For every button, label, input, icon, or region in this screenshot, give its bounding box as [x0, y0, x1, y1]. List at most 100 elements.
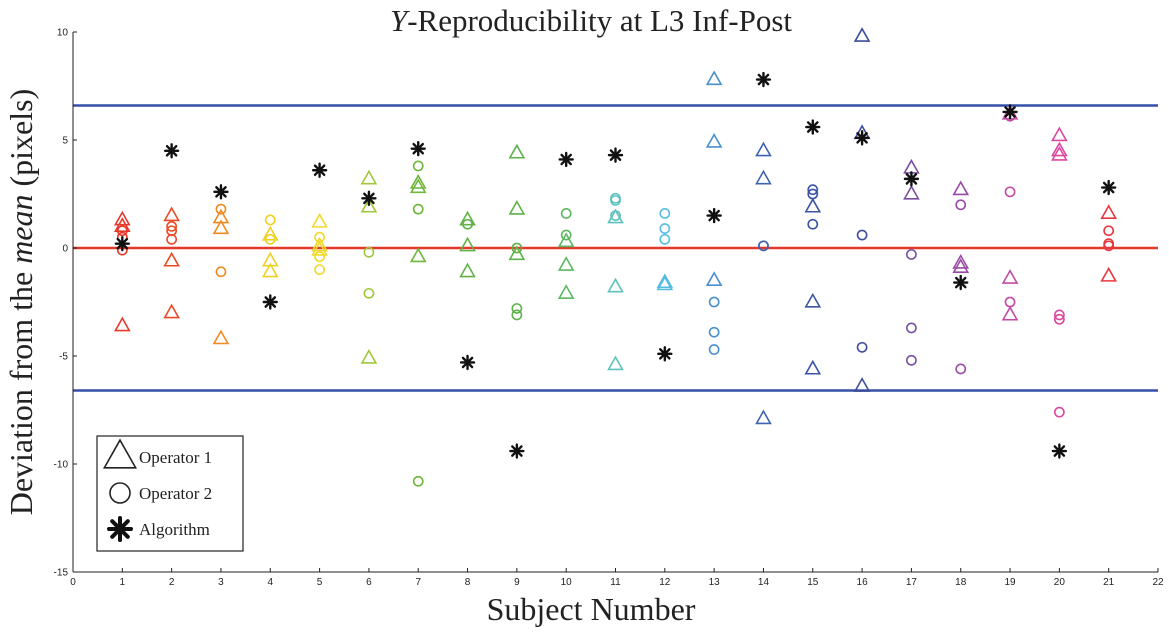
algorithm-point — [558, 151, 574, 168]
operator-1-point — [656, 273, 674, 289]
x-tick-label: 16 — [857, 577, 869, 588]
operator-1-point — [705, 133, 723, 148]
chart-title-italic: Y — [390, 3, 410, 38]
operator-1-point — [1001, 305, 1019, 321]
x-tick-label: 18 — [955, 577, 967, 588]
operator-2-point — [363, 246, 375, 258]
operator-1-point — [804, 292, 822, 308]
operator-2-point — [955, 199, 967, 211]
asterisk-core — [1057, 448, 1062, 454]
series-operator-1 — [113, 27, 1118, 425]
legend-label: Algorithm — [139, 520, 210, 539]
operator-1-point — [459, 262, 476, 278]
operator-2-point — [708, 344, 720, 355]
operator-1-point — [853, 27, 871, 42]
operator-2-point — [1004, 296, 1016, 308]
operator-2-point — [807, 188, 819, 200]
y-tick-label: 10 — [57, 28, 69, 39]
x-axis-label: Subject Number — [487, 591, 696, 627]
asterisk-core — [267, 299, 273, 305]
operator-2-point — [363, 287, 375, 299]
legend-triangle-icon — [102, 438, 138, 469]
operator-2-point — [511, 309, 523, 321]
x-tick-label: 12 — [659, 577, 671, 588]
y-axis-label-pre: Deviation from the — [3, 264, 39, 515]
algorithm-point — [361, 190, 377, 207]
operator-2-point — [659, 208, 671, 219]
operator-1-point — [656, 275, 674, 291]
operator-2-point — [166, 233, 178, 245]
asterisk-core — [662, 351, 668, 357]
operator-2-point — [1004, 186, 1016, 198]
algorithm-point — [1051, 443, 1068, 459]
operator-1-point — [607, 208, 624, 224]
asterisk-core — [761, 77, 766, 82]
operator-1-point — [163, 206, 180, 222]
algorithm-point — [805, 119, 821, 135]
chart-title: Y-Reproducibility at L3 Inf-Post — [390, 3, 792, 38]
x-tick-label: 0 — [70, 577, 76, 588]
asterisk-core — [218, 189, 224, 195]
y-tick-label: 5 — [62, 136, 68, 147]
legend-asterisk-icon — [107, 516, 133, 542]
operator-2-point — [906, 249, 917, 260]
x-tick-label: 7 — [415, 577, 421, 588]
operator-1-point — [952, 180, 970, 196]
operator-2-point — [412, 160, 424, 172]
operator-2-point — [1053, 406, 1065, 418]
asterisk-core — [366, 196, 372, 201]
x-tick-label: 17 — [906, 577, 918, 588]
operator-2-point — [412, 203, 424, 215]
operator-2-point — [856, 229, 868, 241]
operator-1-point — [1001, 269, 1019, 284]
x-tick-label: 14 — [758, 577, 770, 588]
operator-1-point — [163, 303, 180, 319]
operator-1-point — [705, 70, 723, 86]
operator-1-point — [1051, 145, 1068, 161]
asterisk-core — [810, 124, 816, 130]
operator-1-point — [903, 158, 920, 174]
operator-2-point — [610, 195, 621, 206]
operator-1-point — [804, 197, 822, 213]
asterisk-core — [563, 157, 569, 162]
y-axis-label-post: (pixels) — [3, 89, 39, 195]
x-tick-label: 19 — [1004, 577, 1016, 588]
operator-2-point — [906, 322, 917, 334]
operator-1-point — [409, 178, 427, 194]
algorithm-point — [509, 443, 525, 459]
asterisk-core — [120, 241, 125, 246]
asterisk-core — [958, 280, 964, 285]
operator-1-point — [557, 232, 575, 248]
operator-1-point — [360, 197, 378, 213]
x-tick-label: 2 — [169, 577, 175, 588]
x-tick-label: 1 — [120, 577, 126, 588]
y-tick-label: -5 — [59, 352, 68, 363]
asterisk-core — [1106, 185, 1111, 190]
legend-circle-icon — [109, 482, 131, 504]
operator-1-point — [1100, 204, 1118, 220]
algorithm-point — [459, 354, 476, 371]
asterisk-core — [909, 176, 914, 182]
y-axis-label-italic: mean — [3, 194, 39, 263]
operator-1-point — [163, 251, 180, 267]
x-tick-label: 20 — [1054, 577, 1066, 588]
legend: Operator 1 Operator 2 Algorithm — [96, 435, 244, 552]
x-tick-label: 4 — [267, 577, 273, 588]
operator-1-point — [508, 245, 526, 261]
operator-1-point — [459, 210, 476, 226]
operator-1-point — [557, 256, 575, 271]
operator-1-point — [261, 262, 279, 278]
operator-1-point — [557, 284, 575, 299]
operator-1-point — [212, 219, 230, 235]
algorithm-point — [854, 130, 870, 146]
asterisk-core — [859, 135, 865, 141]
asterisk-core — [613, 152, 618, 158]
asterisk-core — [465, 360, 470, 365]
algorithm-point — [410, 140, 426, 157]
algorithm-point — [262, 294, 278, 310]
x-tick-label: 13 — [709, 577, 721, 588]
algorithm-point — [903, 171, 920, 187]
operator-2-point — [116, 225, 128, 237]
operator-1-point — [508, 199, 526, 215]
operator-2-point — [758, 240, 769, 252]
